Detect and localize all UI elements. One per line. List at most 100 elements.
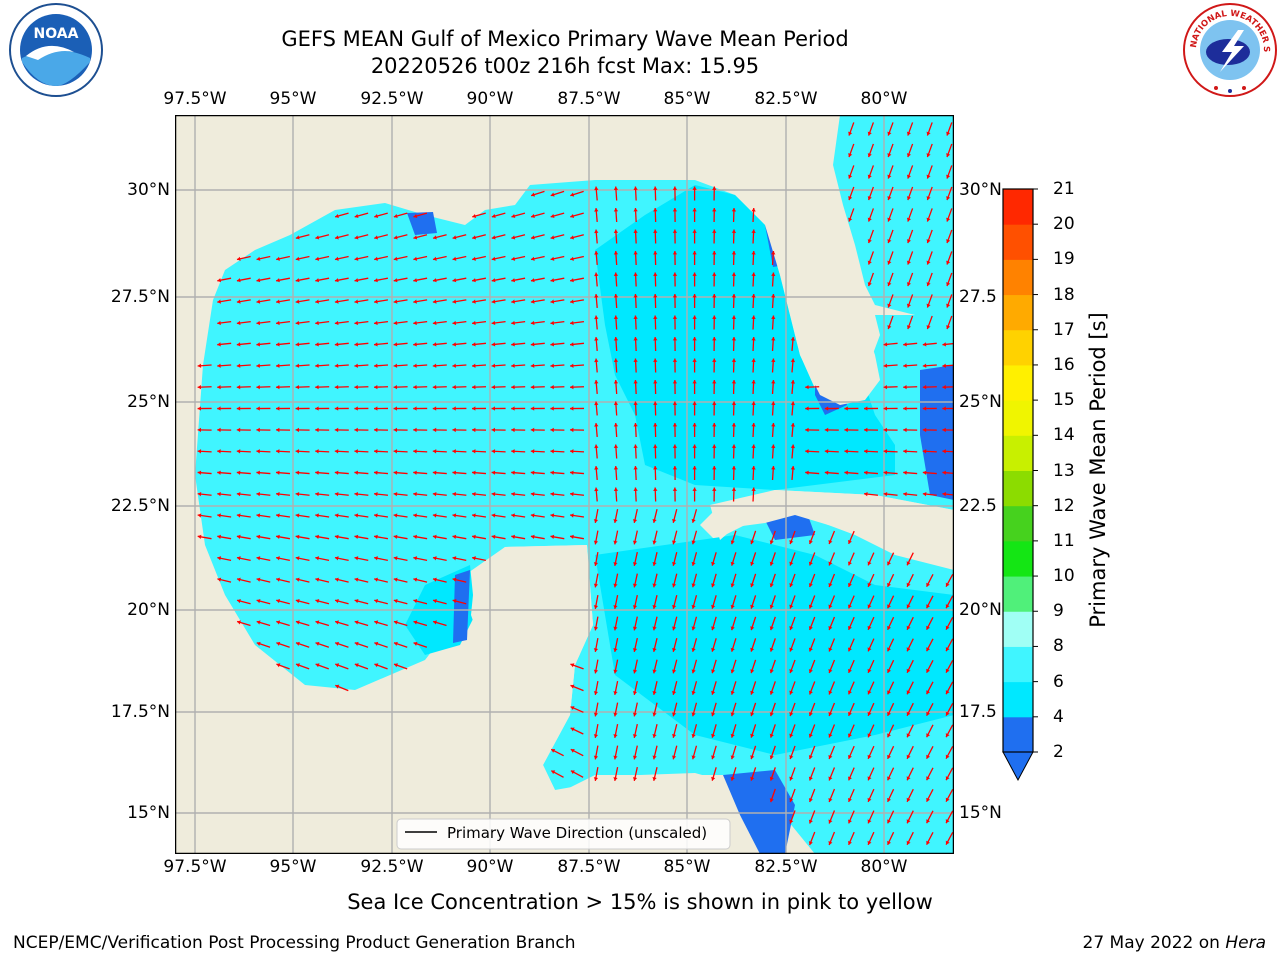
direction-arrowhead bbox=[491, 299, 496, 304]
direction-arrowhead bbox=[750, 776, 755, 781]
direction-arrowhead bbox=[236, 556, 241, 561]
direction-arrowhead bbox=[217, 491, 221, 497]
direction-arrowhead bbox=[530, 406, 535, 411]
direction-arrowhead bbox=[692, 380, 697, 384]
direction-arrowhead bbox=[942, 363, 946, 368]
direction-arrowhead bbox=[946, 239, 951, 244]
direction-arrowhead bbox=[790, 423, 796, 427]
direction-arrowhead bbox=[633, 272, 638, 276]
direction-arrowhead bbox=[295, 449, 300, 454]
direction-arrowhead bbox=[511, 384, 515, 390]
direction-arrowhead bbox=[672, 604, 677, 609]
direction-arrowhead bbox=[906, 561, 911, 566]
direction-arrowhead bbox=[393, 513, 398, 518]
direction-arrowhead bbox=[789, 583, 794, 588]
direction-arrowhead bbox=[903, 491, 907, 497]
honduras-region bbox=[723, 770, 795, 854]
direction-arrowhead bbox=[652, 691, 657, 695]
direction-arrowhead bbox=[217, 470, 221, 475]
direction-arrowhead bbox=[276, 449, 280, 454]
direction-arrowhead bbox=[691, 626, 696, 631]
direction-arrowhead bbox=[570, 256, 574, 261]
direction-arrowhead bbox=[712, 229, 717, 233]
direction-arrowhead bbox=[672, 229, 678, 233]
direction-arrowhead bbox=[197, 384, 202, 390]
direction-arrowhead bbox=[692, 337, 697, 341]
direction-arrowhead bbox=[491, 213, 496, 219]
direction-arrowhead bbox=[847, 539, 852, 544]
direction-arrowhead bbox=[731, 272, 737, 276]
direction-arrowhead bbox=[472, 278, 476, 283]
direction-arrowhead bbox=[887, 840, 891, 845]
direction-arrowhead bbox=[472, 556, 476, 561]
direction-arrowhead bbox=[672, 733, 677, 738]
direction-arrowhead bbox=[354, 663, 359, 668]
direction-arrowhead bbox=[808, 776, 813, 781]
direction-arrowhead bbox=[731, 466, 737, 470]
direction-arrowhead bbox=[883, 470, 888, 475]
colorbar-tick-label: 8 bbox=[1053, 636, 1064, 657]
direction-arrowhead bbox=[491, 256, 496, 261]
direction-arrowhead bbox=[672, 583, 677, 588]
direction-arrowhead bbox=[847, 625, 852, 630]
direction-arrowhead bbox=[570, 363, 574, 368]
direction-arrowhead bbox=[633, 315, 638, 319]
direction-arrowhead bbox=[432, 513, 437, 518]
direction-arrowhead bbox=[315, 299, 319, 304]
direction-arrowhead bbox=[789, 798, 794, 803]
direction-arrowhead bbox=[712, 358, 717, 362]
direction-arrowhead bbox=[530, 534, 535, 539]
lon-label-bottom-82.5: 82.5°W bbox=[754, 857, 818, 877]
direction-arrowhead bbox=[550, 449, 554, 454]
direction-arrowhead bbox=[236, 470, 241, 475]
direction-arrowhead bbox=[295, 235, 300, 240]
direction-arrowhead bbox=[906, 840, 911, 845]
direction-arrowhead bbox=[926, 797, 931, 802]
direction-arrowhead bbox=[633, 401, 638, 405]
direction-arrowhead bbox=[393, 235, 398, 240]
direction-arrowhead bbox=[867, 647, 872, 652]
legend-label: Primary Wave Direction (unscaled) bbox=[447, 824, 707, 842]
direction-arrowhead bbox=[393, 598, 398, 604]
direction-arrowhead bbox=[848, 217, 853, 222]
direction-arrowhead bbox=[751, 401, 756, 405]
direction-arrowhead bbox=[334, 513, 339, 518]
direction-arrowhead bbox=[730, 583, 735, 588]
direction-arrowhead bbox=[771, 294, 776, 298]
direction-arrowhead bbox=[808, 604, 813, 609]
direction-arrowhead bbox=[432, 342, 437, 347]
direction-arrowhead bbox=[593, 648, 599, 652]
direction-arrowhead bbox=[613, 777, 618, 781]
direction-arrowhead bbox=[633, 380, 638, 384]
direction-arrowhead bbox=[472, 491, 476, 497]
direction-arrowhead bbox=[652, 734, 657, 738]
direction-arrowhead bbox=[452, 278, 457, 283]
direction-arrowhead bbox=[903, 384, 907, 390]
direction-arrowhead bbox=[413, 577, 418, 582]
direction-arrowhead bbox=[691, 733, 696, 738]
direction-arrowhead bbox=[374, 470, 378, 475]
direction-arrowhead bbox=[511, 256, 516, 261]
direction-arrowhead bbox=[197, 449, 202, 454]
direction-arrowhead bbox=[432, 299, 437, 304]
direction-arrowhead bbox=[789, 755, 794, 760]
direction-arrowhead bbox=[731, 208, 737, 212]
direction-arrowhead bbox=[847, 647, 852, 652]
direction-arrowhead bbox=[354, 491, 359, 497]
direction-arrowhead bbox=[570, 427, 574, 433]
direction-arrowhead bbox=[828, 647, 833, 652]
direction-arrowhead bbox=[828, 712, 833, 716]
direction-arrowhead bbox=[844, 406, 848, 411]
direction-arrowhead bbox=[315, 256, 320, 261]
direction-arrowhead bbox=[335, 235, 339, 240]
direction-arrowhead bbox=[926, 325, 931, 330]
map-frame bbox=[175, 115, 954, 854]
direction-arrowhead bbox=[432, 491, 437, 497]
direction-arrowhead bbox=[374, 556, 378, 561]
direction-arrowhead bbox=[550, 513, 555, 518]
direction-arrowhead bbox=[731, 337, 737, 341]
colorbar-segment bbox=[1003, 364, 1033, 401]
footer-date: 27 May 2022 on bbox=[1082, 933, 1226, 953]
direction-arrowhead bbox=[452, 384, 456, 390]
direction-arrowhead bbox=[751, 358, 756, 362]
